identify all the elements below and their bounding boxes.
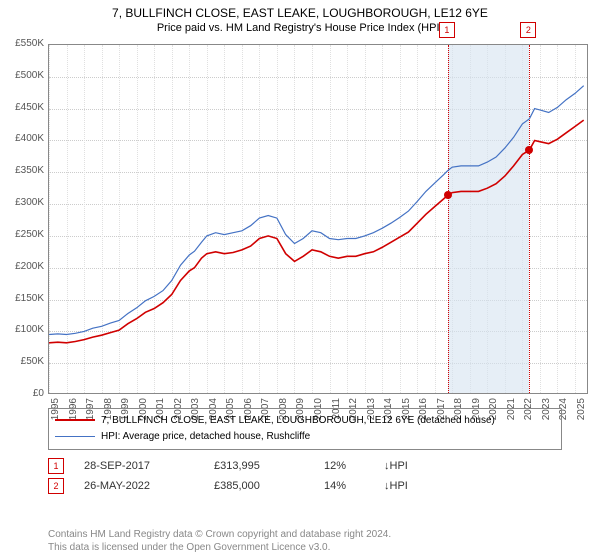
footer-line-2: This data is licensed under the Open Gov… <box>48 541 391 554</box>
sale-dot <box>444 191 452 199</box>
sale-price: £313,995 <box>214 456 324 476</box>
y-axis-label: £0 <box>0 388 44 399</box>
y-axis-label: £550K <box>0 38 44 49</box>
y-axis-label: £250K <box>0 229 44 240</box>
chart-subtitle: Price paid vs. HM Land Registry's House … <box>0 20 600 40</box>
sale-dot <box>525 146 533 154</box>
y-axis-label: £100K <box>0 324 44 335</box>
footer-line-1: Contains HM Land Registry data © Crown c… <box>48 528 391 541</box>
sale-price: £385,000 <box>214 476 324 496</box>
y-axis-label: £150K <box>0 293 44 304</box>
sale-row: 226-MAY-2022£385,00014%↓ HPI <box>48 476 440 496</box>
y-axis-label: £200K <box>0 261 44 272</box>
sale-delta: 12% <box>324 456 384 476</box>
sale-delta: 14% <box>324 476 384 496</box>
chart-area: £0£50K£100K£150K£200K£250K£300K£350K£400… <box>48 44 588 394</box>
y-axis-label: £500K <box>0 70 44 81</box>
series-svg <box>49 45 588 394</box>
legend: 7, BULLFINCH CLOSE, EAST LEAKE, LOUGHBOR… <box>48 408 562 450</box>
sales-table: 128-SEP-2017£313,99512%↓ HPI226-MAY-2022… <box>48 456 440 496</box>
legend-swatch-red <box>55 419 95 421</box>
y-axis-label: £450K <box>0 102 44 113</box>
y-axis-label: £50K <box>0 356 44 367</box>
sale-date: 26-MAY-2022 <box>84 476 214 496</box>
y-axis-label: £400K <box>0 133 44 144</box>
sale-ref: HPI <box>390 456 440 476</box>
x-axis-label: 2025 <box>576 398 587 438</box>
chart-title: 7, BULLFINCH CLOSE, EAST LEAKE, LOUGHBOR… <box>0 0 600 20</box>
legend-swatch-blue <box>55 436 95 437</box>
plot-box <box>48 44 588 394</box>
footer: Contains HM Land Registry data © Crown c… <box>48 528 391 554</box>
sale-marker-box: 2 <box>520 22 536 38</box>
sale-row-marker: 1 <box>48 458 64 474</box>
sale-date: 28-SEP-2017 <box>84 456 214 476</box>
legend-label-1: 7, BULLFINCH CLOSE, EAST LEAKE, LOUGHBOR… <box>101 415 495 426</box>
sale-row: 128-SEP-2017£313,99512%↓ HPI <box>48 456 440 476</box>
legend-label-2: HPI: Average price, detached house, Rush… <box>101 431 310 442</box>
y-axis-label: £300K <box>0 197 44 208</box>
sale-marker-box: 1 <box>439 22 455 38</box>
y-axis-label: £350K <box>0 165 44 176</box>
sale-ref: HPI <box>390 476 440 496</box>
sale-row-marker: 2 <box>48 478 64 494</box>
series-hpi <box>49 86 584 335</box>
